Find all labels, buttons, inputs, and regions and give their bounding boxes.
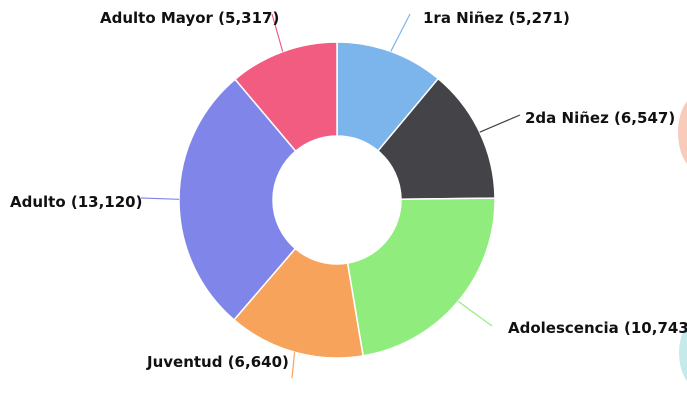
connector-adulto	[140, 197, 180, 200]
slice-adolescencia[interactable]	[346, 197, 496, 357]
connector-1ra-ninez	[390, 13, 411, 52]
data-label-adulto-mayor: Adulto Mayor (5,317)	[100, 9, 279, 27]
slice-2da-ninez[interactable]	[376, 77, 496, 200]
labels-group: 1ra Niñez (5,271) 2da Niñez (6,547) Adoles…	[10, 9, 687, 371]
data-label-adulto: Adulto (13,120)	[10, 193, 142, 211]
slice-adulto[interactable]	[178, 78, 297, 321]
connector-2da-ninez	[479, 114, 521, 133]
connector-adulto-mayor	[271, 13, 284, 52]
connector-adolescencia	[457, 300, 493, 327]
connector-juventud	[291, 352, 296, 379]
connectors-group	[140, 13, 521, 379]
slice-adulto-mayor[interactable]	[234, 41, 338, 153]
data-label-1ra-ninez: 1ra Niñez (5,271)	[423, 9, 570, 27]
data-label-juventud: Juventud (6,640)	[146, 353, 289, 371]
offscreen-shape-top	[678, 95, 687, 170]
offscreen-shape-bottom	[679, 318, 687, 388]
slices-group	[178, 41, 496, 359]
slice-juventud[interactable]	[232, 247, 364, 359]
data-label-2da-ninez: 2da Niñez (6,547)	[525, 109, 675, 127]
data-label-adolescencia: Adolescencia (10,743)	[508, 319, 687, 337]
